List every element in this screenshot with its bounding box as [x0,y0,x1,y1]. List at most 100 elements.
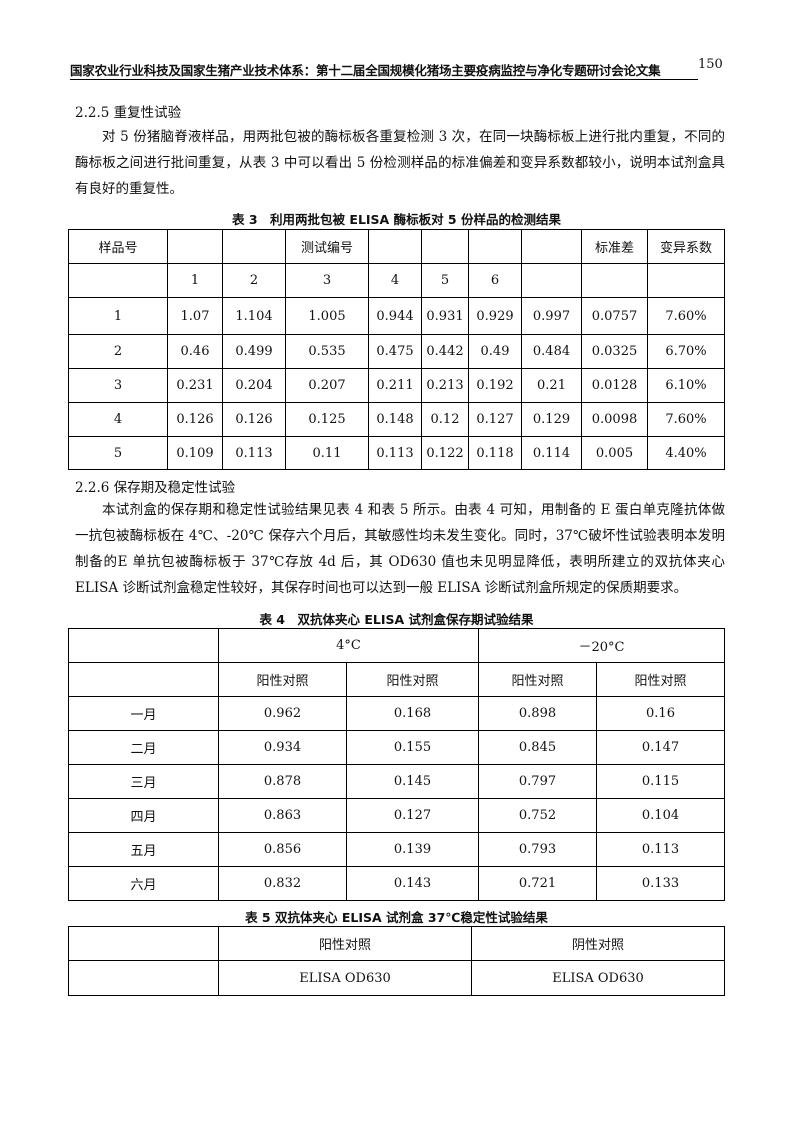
table-cell: 测试编号 [285,229,369,264]
table-cell: 3 [285,263,369,298]
header-cell-4c: 4°C [218,628,479,663]
table-cell [521,263,582,298]
table-cell: 0.113 [596,832,725,867]
table-cell [647,263,725,298]
table-cell: 4 [368,263,422,298]
table-cell [68,628,219,663]
table-cell: 1 [68,297,168,335]
table-cell: 0.168 [346,696,479,731]
table-cell: 0.126 [167,402,223,437]
table-cell: 0.0128 [581,368,648,403]
table-cell: 0.898 [478,696,597,731]
table-cell: 0.127 [346,798,479,833]
table-cell: 0.213 [421,368,469,403]
table4-group-header-row: 4°C －20°C [68,628,725,663]
table-cell: 0.934 [218,730,347,765]
table-cell: 三月 [68,764,219,799]
section-heading-2-2-6: 2.2.6 保存期及稳定性试验 [75,480,236,496]
table-row: 3 0.231 0.204 0.207 0.211 0.213 0.192 0.21 0.012… [68,368,725,403]
table-cell: 0.484 [521,334,582,369]
table-row: 1 1.07 1.104 1.005 0.944 0.931 0.929 0.997 0.075… [68,297,725,335]
table-cell: 3 [68,368,168,403]
table-cell [468,229,522,264]
table-cell: 5 [421,263,469,298]
table-cell: 0.204 [222,368,286,403]
table-cell: 0.133 [596,866,725,901]
table-cell: 0.129 [521,402,582,437]
table-row: 六月 0.832 0.143 0.721 0.133 [68,866,725,901]
header-cell: 阳性对照 [346,662,479,697]
table-cell: 0.113 [222,436,286,470]
table-cell: 0.125 [285,402,369,437]
table-cell: 2 [222,263,286,298]
table3-header-row: 样品号 测试编号 标准差 变异系数 [68,229,725,264]
header-cell-minus20c: －20°C [478,628,725,663]
table5: 阳性对照 阴性对照 ELISA OD630 ELISA OD630 [68,926,725,996]
table-cell: 5 [68,436,168,470]
table-cell: 0.16 [596,696,725,731]
table-cell: 0.535 [285,334,369,369]
table-cell: 0.997 [521,297,582,335]
table-cell: 7.60% [647,297,725,335]
table-cell: 一月 [68,696,219,731]
table-cell: 6.10% [647,368,725,403]
table-cell: 6 [468,263,522,298]
header-rule [70,79,698,80]
table-cell: 0.499 [222,334,286,369]
table-cell: 六月 [68,866,219,901]
table-cell: 0.0098 [581,402,648,437]
table-cell: 0.147 [596,730,725,765]
table-cell: 0.148 [368,402,422,437]
table-cell [68,960,219,996]
table-cell [421,229,469,264]
table-cell: 0.752 [478,798,597,833]
table-cell: 1.104 [222,297,286,335]
table-cell: 标准差 [581,229,648,264]
table-cell: 0.109 [167,436,223,470]
table-cell: 0.114 [521,436,582,470]
table-row: 五月 0.856 0.139 0.793 0.113 [68,832,725,867]
table-cell: 0.793 [478,832,597,867]
table5-caption: 表 5 双抗体夹心 ELISA 试剂盒 37℃稳定性试验结果 [245,910,548,925]
table3: 样品号 测试编号 标准差 变异系数 1 2 3 4 5 6 1 1.07 1.104 1.005 0.944… [68,229,725,470]
table-cell: 0.832 [218,866,347,901]
table-cell: 0.878 [218,764,347,799]
table-cell: 0.192 [468,368,522,403]
table-cell [581,263,648,298]
table-row: 三月 0.878 0.145 0.797 0.115 [68,764,725,799]
table-cell: 2 [68,334,168,369]
table-row: 5 0.109 0.113 0.11 0.113 0.122 0.118 0.114 0.005… [68,436,725,470]
table-cell: 0.856 [218,832,347,867]
table-cell: 0.211 [368,368,422,403]
table-cell: 0.721 [478,866,597,901]
table-cell: 0.0757 [581,297,648,335]
table-cell: 1.07 [167,297,223,335]
table-cell: 7.60% [647,402,725,437]
table-cell: 四月 [68,798,219,833]
header-cell: 阳性对照 [596,662,725,697]
table-cell: 0.49 [468,334,522,369]
table-cell: 0.962 [218,696,347,731]
table-cell: 0.115 [596,764,725,799]
table-cell: 0.46 [167,334,223,369]
table-cell: 0.944 [368,297,422,335]
table-row: 4 0.126 0.126 0.125 0.148 0.12 0.127 0.129 0.009… [68,402,725,437]
table4-caption: 表 4 双抗体夹心 ELISA 试剂盒保存期试验结果 [259,612,534,627]
table-cell: 0.797 [478,764,597,799]
table5-header-row: 阳性对照 阴性对照 [68,926,725,961]
table-cell [521,229,582,264]
table-cell: 0.931 [421,297,469,335]
table-cell: 0.12 [421,402,469,437]
table-cell: 0.0325 [581,334,648,369]
table5-row: ELISA OD630 ELISA OD630 [68,960,725,996]
table3-caption: 表 3 利用两批包被 ELISA 酶标板对 5 份样品的检测结果 [232,212,561,227]
table4: 4°C －20°C 阳性对照 阳性对照 阳性对照 阳性对照 一月 0.962 0.1… [68,628,725,901]
table-cell: 1 [167,263,223,298]
table-cell: 4.40% [647,436,725,470]
table-cell: 0.155 [346,730,479,765]
table-cell: 1.005 [285,297,369,335]
table-cell: ELISA OD630 [471,960,725,996]
table-cell: 0.122 [421,436,469,470]
table-cell: 0.005 [581,436,648,470]
